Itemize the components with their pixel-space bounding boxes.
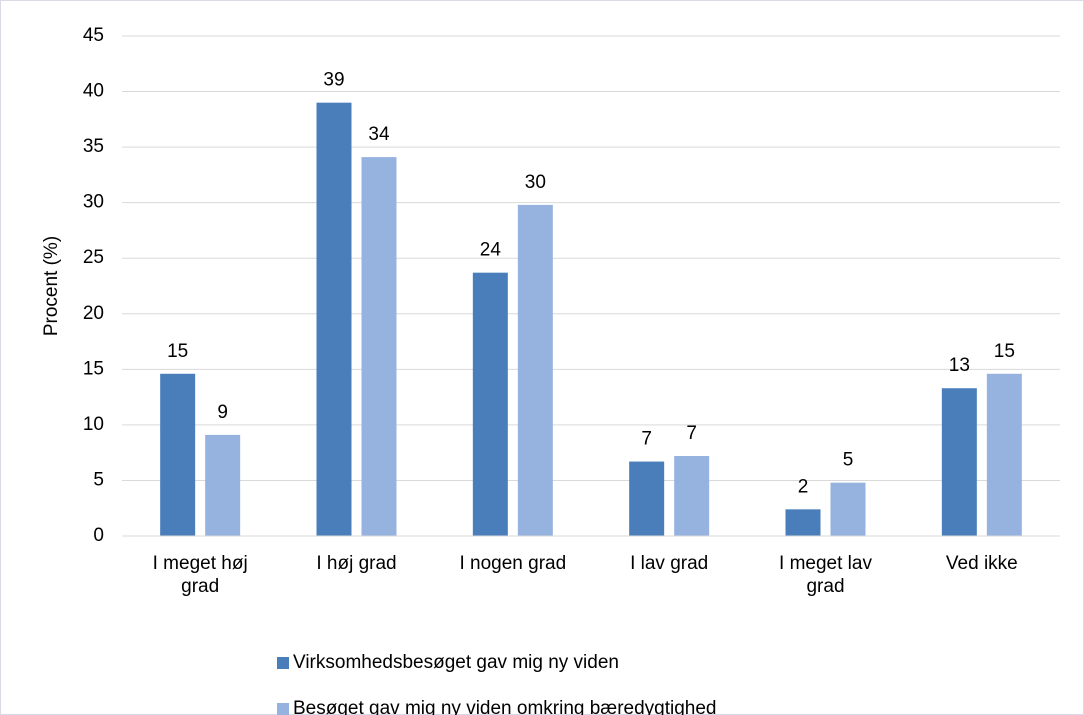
bar [316,102,352,537]
y-tick-label: 30 [83,192,104,213]
y-tick-label: 15 [83,358,104,379]
y-axis-title: Procent (%) [41,236,62,336]
legend-label: Virksomhedsbesøget gav mig ny viden [293,652,619,673]
data-label: 9 [217,402,228,423]
bar [160,373,196,536]
bar [361,157,397,536]
y-tick-label: 40 [83,81,104,102]
y-tick-label: 0 [93,525,104,546]
y-tick-label: 5 [93,469,104,490]
x-tick-label: I meget høj grad [152,553,248,597]
y-tick-label: 35 [83,136,104,157]
bar [205,434,241,536]
x-tick-label: I lav grad [630,553,709,574]
data-label: 24 [480,240,502,261]
legend-item: Besøget gav mig ny viden omkring bæredyg… [277,698,717,715]
data-label: 15 [167,341,188,362]
legend-label: Besøget gav mig ny viden omkring bæredyg… [293,698,717,715]
data-label: 34 [368,124,390,145]
bar [941,388,977,536]
bar [517,204,553,536]
data-label: 15 [994,341,1015,362]
bar [986,373,1022,536]
y-tick-label: 10 [83,414,104,435]
data-label: 30 [525,172,546,193]
legend-swatch [277,703,289,715]
data-label: 7 [686,423,697,444]
y-tick-label: 25 [83,247,104,268]
data-label: 39 [323,70,344,91]
bar [785,509,821,536]
bar [674,456,710,536]
y-tick-label: 20 [83,303,104,324]
data-label: 7 [641,429,652,450]
x-tick-label: Ved ikke [945,553,1018,574]
data-label: 5 [843,450,854,471]
x-tick-label: I meget lav grad [779,553,872,597]
x-tick-label: I høj grad [316,553,397,574]
data-label: 13 [949,355,970,376]
bar [629,461,665,536]
data-label: 2 [798,476,809,497]
y-tick-label: 45 [83,25,104,46]
legend-swatch [277,657,289,669]
bar [472,272,508,536]
legend-item: Virksomhedsbesøget gav mig ny viden [277,652,619,674]
x-tick-label: I nogen grad [459,553,567,574]
bar [830,482,866,536]
